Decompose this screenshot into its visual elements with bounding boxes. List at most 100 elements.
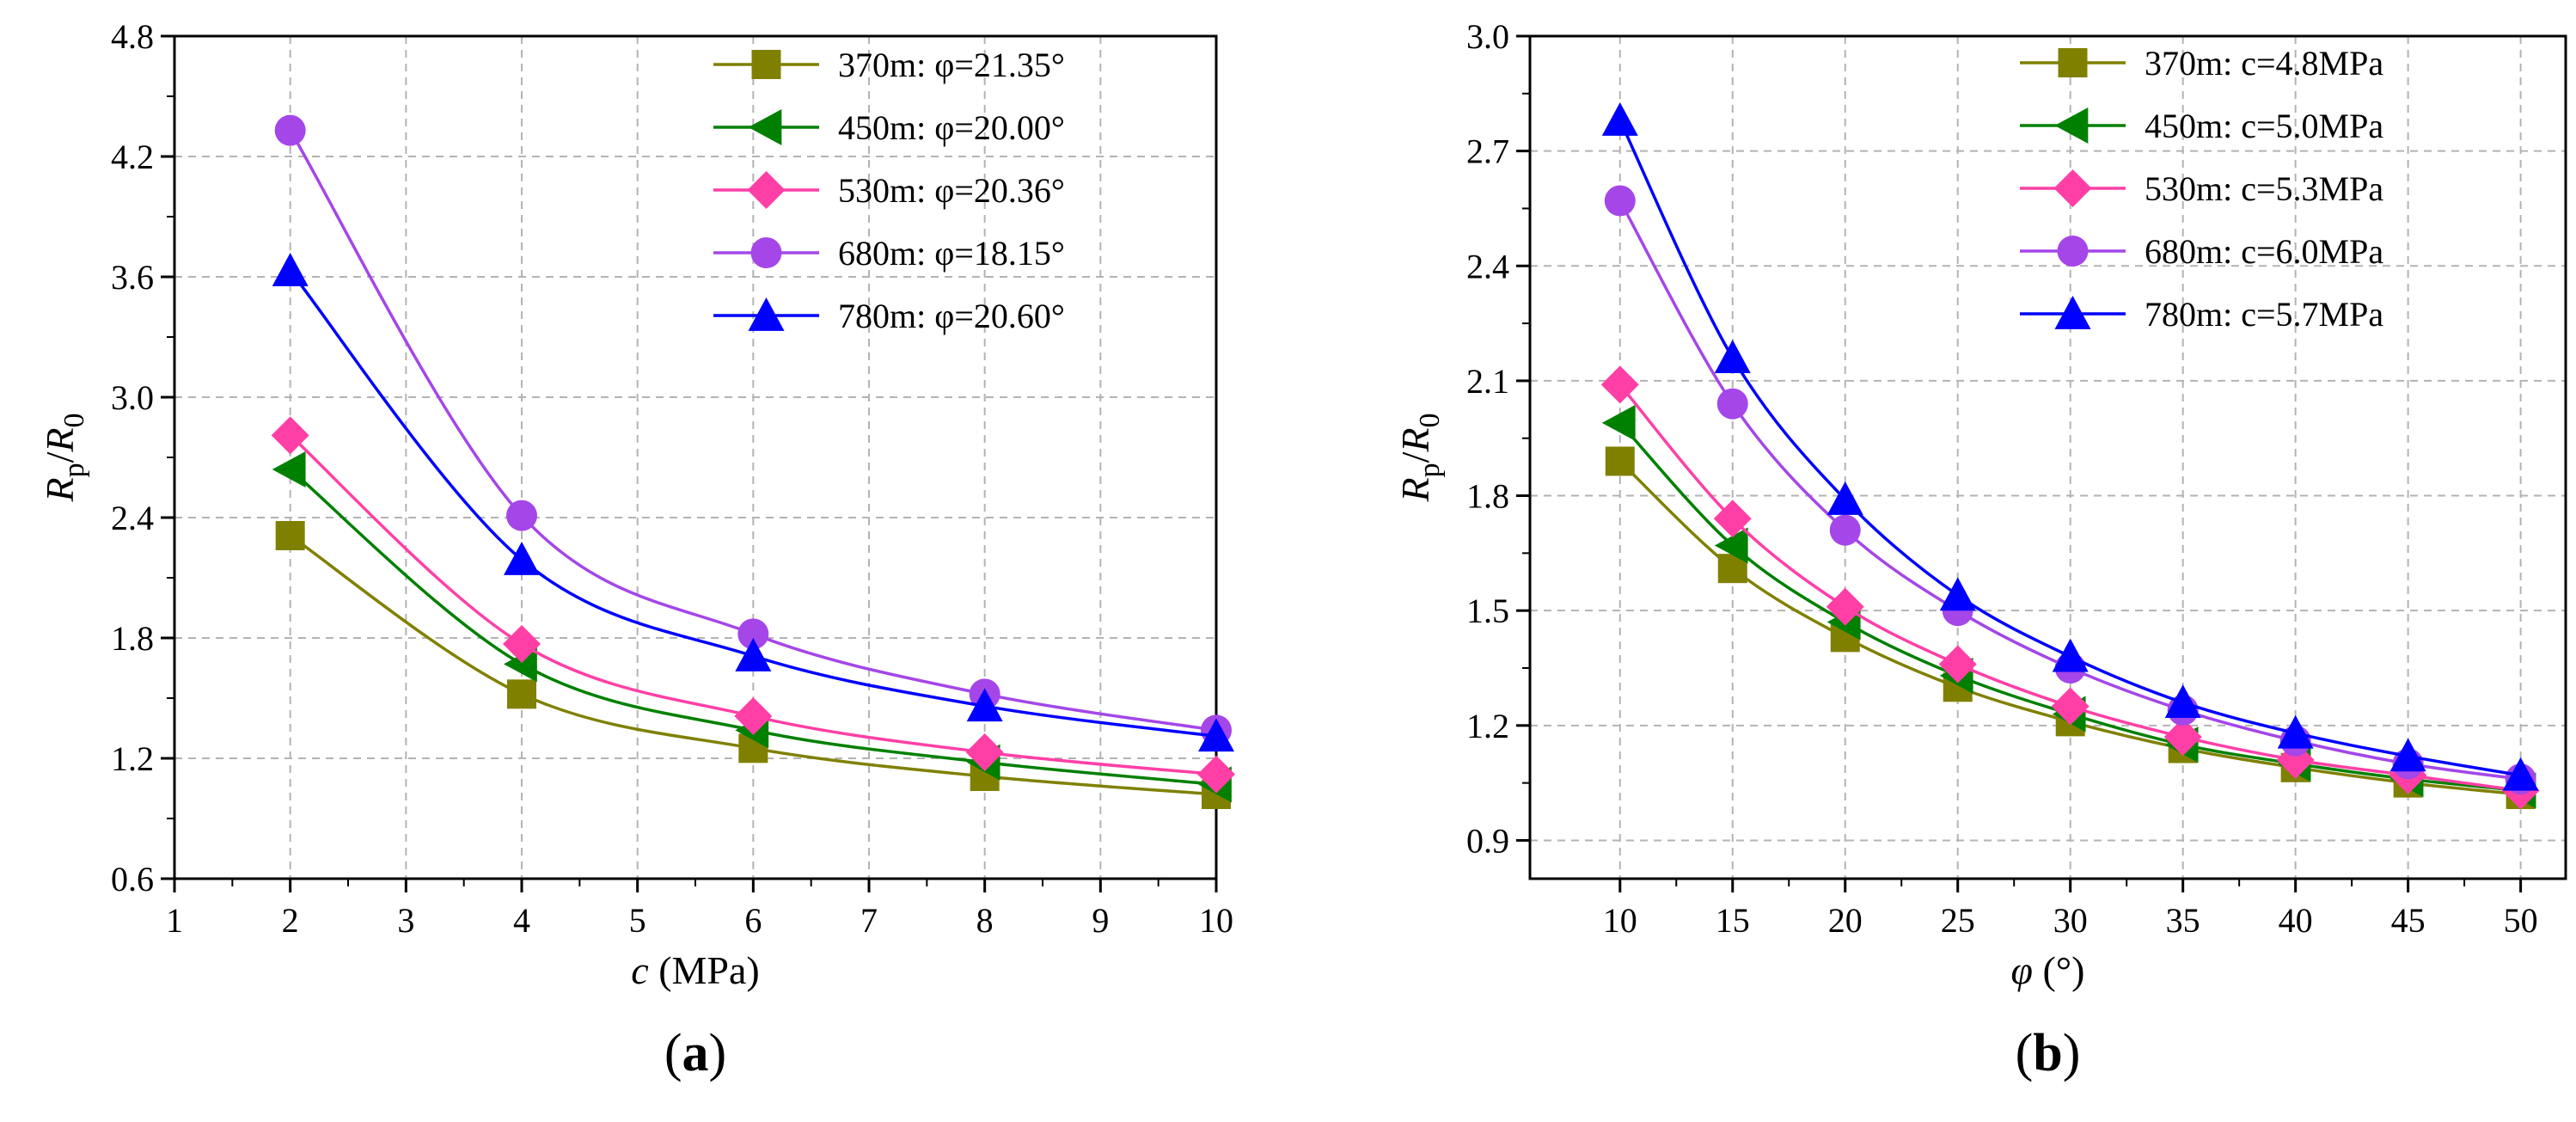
x-tick-label: 2 <box>282 901 299 940</box>
legend-entry: 530m: φ=20.36° <box>838 171 1065 210</box>
y-tick-label: 0.6 <box>111 860 154 898</box>
x-tick-label: 15 <box>1716 901 1750 940</box>
series-2 <box>271 416 1235 794</box>
legend-marker <box>2054 107 2089 144</box>
data-point <box>2052 638 2089 672</box>
data-point <box>506 500 537 531</box>
x-tick-label: 30 <box>2053 901 2088 940</box>
legend-marker <box>2054 296 2091 329</box>
legend-entry: 780m: c=5.7MPa <box>2145 295 2383 334</box>
x-tick-label: 20 <box>1828 901 1863 940</box>
data-point <box>274 114 306 146</box>
data-point <box>1714 340 1751 374</box>
series-line <box>289 269 1217 739</box>
legend-marker <box>2057 236 2089 267</box>
x-tick-label: 7 <box>860 901 878 940</box>
data-point <box>1197 755 1235 794</box>
legend-marker <box>748 109 782 145</box>
y-tick-label: 4.8 <box>111 17 154 56</box>
data-point <box>1939 577 1976 611</box>
ticks: 1 2 3 4 5 6 7 8 9 10 0.6 1.2 1.8 2.4 3.0 3.6 4.2 4.8 <box>111 17 1233 940</box>
legend-entry: 370m: c=4.8MPa <box>2145 44 2383 83</box>
data-point <box>1716 388 1748 420</box>
x-tick-label: 5 <box>629 901 646 940</box>
chart-a-svg: 1 2 3 4 5 6 7 8 9 10 0.6 1.2 1.8 2.4 3.0 3.6 4.2 4.8 c (MP… <box>38 17 1235 1082</box>
panel-label: (a) <box>664 1024 726 1082</box>
legend-marker <box>748 297 785 331</box>
x-axis-title: c (MPa) <box>631 948 759 992</box>
y-tick-label: 0.9 <box>1466 821 1509 860</box>
data-point <box>1601 404 1636 441</box>
data-point <box>1714 527 1748 564</box>
data-point <box>1604 185 1636 217</box>
data-point <box>2502 757 2539 791</box>
y-axis-title: Rp/R0 <box>1393 414 1446 503</box>
data-point <box>272 451 306 487</box>
plot-area <box>271 114 1235 809</box>
x-tick-label: 35 <box>2166 901 2200 940</box>
x-tick-label: 1 <box>166 901 183 940</box>
series-1 <box>1601 404 2536 809</box>
x-tick-label: 3 <box>397 901 414 940</box>
legend: 370m: φ=21.35° 450m: φ=20.00° 530m: φ=20.3… <box>713 46 1065 335</box>
y-tick-label: 2.1 <box>1466 362 1509 401</box>
series-4 <box>1601 102 2539 791</box>
y-tick-label: 1.8 <box>111 619 154 658</box>
panel-label: (b) <box>2016 1024 2081 1082</box>
y-tick-label: 1.2 <box>111 739 154 778</box>
data-point <box>2277 714 2314 749</box>
data-point <box>1600 365 1639 404</box>
x-tick-label: 45 <box>2391 901 2426 940</box>
data-point <box>1198 718 1234 752</box>
y-tick-label: 1.5 <box>1466 592 1509 630</box>
y-tick-label: 3.0 <box>1466 17 1509 56</box>
x-axis-variable: c <box>631 948 648 992</box>
legend-marker <box>750 237 782 268</box>
data-point <box>2051 687 2090 726</box>
legend-entry: 450m: c=5.0MPa <box>2145 107 2383 145</box>
x-axis-title: φ (°) <box>2011 948 2085 992</box>
legend-entry: 530m: c=5.3MPa <box>2145 169 2383 208</box>
data-point <box>734 697 773 735</box>
data-point <box>272 253 309 286</box>
series-line <box>289 129 1217 733</box>
data-point <box>735 638 772 671</box>
x-tick-label: 10 <box>1603 901 1637 940</box>
data-point <box>1601 102 1638 136</box>
ticks: 10 15 20 25 30 35 40 45 50 0.9 1.2 1.5 1.8 2.1 2.4 2.7 3… <box>1466 17 2538 940</box>
data-point <box>1826 587 1864 626</box>
data-point <box>966 688 1003 722</box>
y-tick-label: 1.8 <box>1466 477 1509 516</box>
legend-marker <box>751 50 781 79</box>
data-point <box>965 733 1004 771</box>
plot-area <box>1600 102 2540 810</box>
x-tick-label: 10 <box>1199 901 1233 940</box>
legend-entry: 450m: φ=20.00° <box>838 108 1065 147</box>
data-point <box>503 625 541 663</box>
figure-panel-a: 1 2 3 4 5 6 7 8 9 10 0.6 1.2 1.8 2.4 3.0 3.6 4.2 4.8 c (MP… <box>0 0 1281 1122</box>
legend-marker <box>747 171 786 209</box>
legend-entry: 370m: φ=21.35° <box>838 46 1065 84</box>
legend-entry: 680m: c=6.0MPa <box>2145 232 2383 271</box>
y-tick-label: 3.6 <box>111 258 154 297</box>
plot-frame <box>1528 34 2567 880</box>
legend-entry: 780m: φ=20.60° <box>838 297 1065 335</box>
x-axis-unit: (°) <box>2033 948 2085 992</box>
x-axis-variable: φ <box>2011 948 2033 992</box>
data-point <box>2163 718 2202 757</box>
legend-marker <box>2058 48 2088 77</box>
x-tick-label: 6 <box>744 901 762 940</box>
data-point <box>1829 514 1861 546</box>
y-tick-label: 2.4 <box>111 499 154 537</box>
x-tick-label: 50 <box>2504 901 2538 940</box>
figure-panel-b: 10 15 20 25 30 35 40 45 50 0.9 1.2 1.5 1.8 2.1 2.4 2.7 3… <box>1367 0 2576 1122</box>
legend-entry: 680m: φ=18.15° <box>838 234 1065 273</box>
data-point <box>507 679 536 709</box>
y-tick-label: 2.4 <box>1466 247 1509 285</box>
data-point <box>1605 446 1635 476</box>
chart-b-svg: 10 15 20 25 30 35 40 45 50 0.9 1.2 1.5 1.8 2.1 2.4 2.7 3… <box>1393 17 2567 1082</box>
plot-frame <box>173 34 1218 880</box>
data-point <box>2389 738 2426 772</box>
x-tick-label: 4 <box>513 901 530 940</box>
data-point <box>1713 500 1752 538</box>
